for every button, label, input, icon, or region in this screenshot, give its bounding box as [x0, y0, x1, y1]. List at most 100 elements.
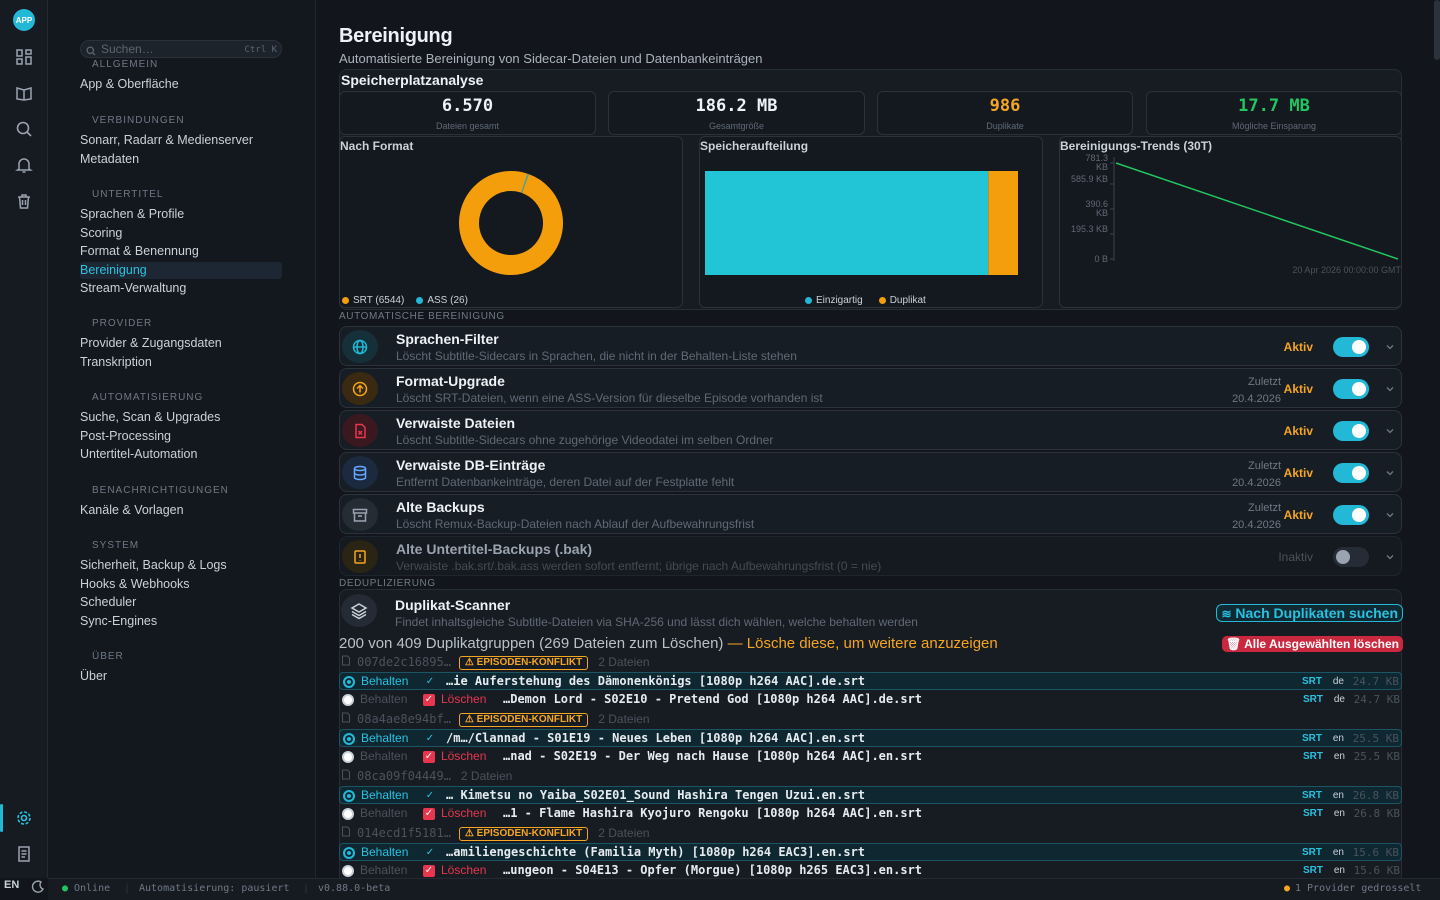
- sidebar-item[interactable]: Scoring: [80, 225, 123, 240]
- provider-throttle-status[interactable]: 1 Provider gedrosselt: [1295, 883, 1422, 894]
- sidebar-item[interactable]: Hooks & Webhooks: [80, 576, 190, 591]
- rule-toggle[interactable]: [1333, 337, 1369, 357]
- keep-radio[interactable]: [342, 865, 354, 877]
- sidebar-item[interactable]: Sprachen & Profile: [80, 207, 185, 221]
- duplicate-file-row[interactable]: Behalten ✓ …amiliengeschichte (Familia Myt…: [339, 843, 1402, 861]
- scan-duplicates-label: Nach Duplikaten suchen: [1235, 605, 1398, 621]
- chevron-down-icon[interactable]: [1385, 382, 1395, 397]
- duplicate-summary-hint: — Lösche diese, um weitere anzuzeigen: [723, 635, 998, 652]
- cleanup-rule-card[interactable]: Verwaiste Dateien Löscht Subtitle-Sidecar…: [339, 410, 1402, 450]
- archive-icon: [342, 498, 378, 531]
- keep-label: Behalten: [361, 845, 409, 859]
- trash-icon[interactable]: [12, 189, 36, 213]
- settings-search-input[interactable]: Suchen… Ctrl K: [80, 40, 282, 58]
- duplicate-file-row[interactable]: Behalten ✓ Löschen …1 - Flame Hashira Kyoju…: [339, 805, 1402, 823]
- keep-radio[interactable]: [343, 676, 355, 688]
- legend-swatch: [805, 297, 812, 304]
- cleanup-rule-card[interactable]: Alte Backups Löscht Remux-Backup-Dateien …: [339, 494, 1402, 534]
- chevron-down-icon[interactable]: [1385, 340, 1395, 355]
- delete-checkbox[interactable]: ✓: [423, 694, 435, 706]
- delete-selected-button[interactable]: 🗑 Alle Ausgewählten löschen: [1221, 636, 1403, 652]
- duplicate-file-row[interactable]: Behalten ✓ Löschen …ungeon - S04E13 - Opfer…: [339, 862, 1402, 878]
- rule-status: Aktiv: [1283, 382, 1313, 396]
- sidebar-item[interactable]: Transkription: [80, 354, 152, 369]
- rule-toggle[interactable]: [1333, 463, 1369, 483]
- cleanup-rule-card[interactable]: Alte Untertitel-Backups (.bak) Verwaiste …: [339, 536, 1402, 576]
- sidebar-item[interactable]: Untertitel-Automation: [80, 447, 198, 461]
- sidebar-item[interactable]: Kanäle & Vorlagen: [80, 503, 184, 517]
- sidebar-group-title: SYSTEM: [92, 540, 140, 551]
- rule-toggle[interactable]: [1333, 421, 1369, 441]
- rule-title: Alte Untertitel-Backups (.bak): [396, 541, 593, 557]
- rule-status: Aktiv: [1283, 424, 1313, 438]
- duplicate-file-row[interactable]: Behalten ✓ Löschen …nad - S02E19 - Der Weg …: [339, 748, 1402, 766]
- sidebar-item[interactable]: Über: [80, 669, 108, 683]
- sidebar-item[interactable]: Provider & Zugangsdaten: [80, 336, 222, 350]
- keep-radio[interactable]: [342, 751, 354, 763]
- stat-card: 6.570 Dateien gesamt: [339, 91, 596, 135]
- group-hash: 08a4ae8e94bf…: [357, 712, 451, 726]
- duplicate-summary-count: 200 von 409 Duplikatgruppen (269 Dateien…: [339, 635, 724, 652]
- file-format: SRT: [1303, 694, 1323, 705]
- scrollbar[interactable]: [1434, 0, 1440, 60]
- sidebar-item[interactable]: Post-Processing: [80, 428, 172, 443]
- cleanup-rule-card[interactable]: Verwaiste DB-Einträge Entfernt Datenbanke…: [339, 452, 1402, 492]
- chevron-down-icon[interactable]: [1385, 466, 1395, 481]
- bell-icon[interactable]: [12, 153, 36, 177]
- format-donut-chart: [459, 171, 563, 275]
- duplicate-file-row[interactable]: Behalten ✓ …ie Auferstehung des Dämonenkön…: [339, 672, 1402, 690]
- rule-title: Sprachen-Filter: [396, 331, 499, 347]
- cleanup-rule-card[interactable]: Format-Upgrade Löscht SRT-Dateien, wenn e…: [339, 368, 1402, 408]
- sidebar-item[interactable]: Sonarr, Radarr & Medienserver: [80, 133, 253, 147]
- rule-title: Format-Upgrade: [396, 373, 505, 389]
- delete-checkbox[interactable]: ✓: [423, 865, 435, 877]
- sidebar-item[interactable]: Stream-Verwaltung: [80, 281, 187, 295]
- sidebar-item[interactable]: Scheduler: [80, 595, 137, 609]
- delete-checkbox[interactable]: ✓: [423, 751, 435, 763]
- duplicate-group-header: 08a4ae8e94bf… ⚠ EPISODEN-KONFLIKT 2 Dateie…: [339, 711, 1402, 728]
- keep-radio[interactable]: [343, 733, 355, 745]
- legend-duplicate: Duplikat: [889, 295, 926, 306]
- automation-status[interactable]: Automatisierung: pausiert: [139, 883, 290, 894]
- delete-label: Löschen: [441, 806, 487, 820]
- chevron-down-icon[interactable]: [1385, 550, 1395, 565]
- duplicate-file-row[interactable]: Behalten ✓ … Kimetsu no Yaiba_S02E01_Sound…: [339, 786, 1402, 804]
- duplicate-file-row[interactable]: Behalten ✓ /m…/Clannad - S01E19 - Neues Le…: [339, 729, 1402, 747]
- logs-icon[interactable]: [12, 842, 36, 866]
- duplicate-scanner-header: Duplikat-Scanner Findet inhaltsgleiche S…: [339, 590, 1402, 634]
- theme-toggle-icon[interactable]: [26, 875, 50, 899]
- sidebar-item[interactable]: Sicherheit, Backup & Logs: [80, 558, 227, 572]
- keep-radio[interactable]: [343, 790, 355, 802]
- rule-toggle[interactable]: [1333, 547, 1369, 567]
- sidebar-item[interactable]: Suche, Scan & Upgrades: [80, 410, 221, 424]
- allocation-bar-einzigartig: [705, 171, 989, 275]
- settings-icon[interactable]: [12, 806, 36, 830]
- keep-radio[interactable]: [342, 694, 354, 706]
- sidebar-item[interactable]: Bereinigung: [80, 261, 282, 279]
- rule-toggle[interactable]: [1333, 379, 1369, 399]
- cleanup-rule-card[interactable]: Sprachen-Filter Löscht Subtitle-Sidecars …: [339, 326, 1402, 366]
- rule-toggle[interactable]: [1333, 505, 1369, 525]
- keep-radio[interactable]: [342, 808, 354, 820]
- scan-duplicates-button[interactable]: ≋ Nach Duplikaten suchen: [1216, 604, 1403, 622]
- dashboard-icon[interactable]: [12, 45, 36, 69]
- keep-radio[interactable]: [343, 847, 355, 859]
- duplicate-file-row[interactable]: Behalten ✓ Löschen …Demon Lord - S02E10 - P…: [339, 691, 1402, 709]
- delete-checkbox[interactable]: ✓: [423, 808, 435, 820]
- sidebar-item[interactable]: Sync-Engines: [80, 613, 158, 628]
- y-tick-label: 781.3 KB: [1085, 153, 1108, 172]
- sidebar-item[interactable]: Metadaten: [80, 151, 140, 166]
- library-icon[interactable]: [12, 81, 36, 105]
- chevron-down-icon[interactable]: [1385, 424, 1395, 439]
- app-logo[interactable]: APP: [13, 9, 35, 31]
- file-language: en: [1332, 790, 1344, 801]
- chevron-down-icon[interactable]: [1385, 508, 1395, 523]
- search-icon[interactable]: [12, 117, 36, 141]
- sidebar-item[interactable]: App & Oberfläche: [80, 77, 179, 91]
- stat-card: 186.2 MB Gesamtgröße: [608, 91, 865, 135]
- sidebar-item[interactable]: Format & Benennung: [80, 244, 199, 258]
- search-icon: [86, 44, 96, 60]
- check-icon: ✓: [425, 733, 435, 744]
- language-toggle[interactable]: EN: [4, 879, 20, 891]
- check-icon: ✓: [425, 676, 435, 687]
